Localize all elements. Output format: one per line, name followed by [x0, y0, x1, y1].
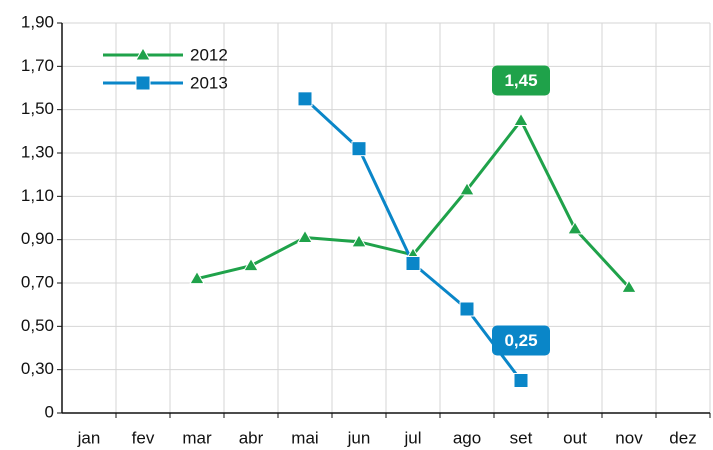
value-label-box [492, 325, 550, 356]
point [513, 112, 529, 126]
point [459, 181, 475, 196]
x-tick-label: abr [239, 428, 264, 447]
y-tick-label: 0,90 [21, 229, 54, 248]
y-tick-label: 1,70 [21, 56, 54, 75]
legend-label: 2013 [190, 73, 228, 92]
value-label-box [492, 65, 550, 96]
point [459, 301, 475, 317]
x-tick-label: mai [291, 428, 318, 447]
y-tick-label: 0 [45, 402, 54, 421]
y-tick-label: 1,90 [21, 12, 54, 31]
point [297, 229, 313, 243]
point [513, 373, 529, 388]
x-tick-label: dez [669, 428, 696, 447]
point [189, 270, 205, 285]
y-tick-label: 0,30 [21, 359, 54, 378]
point [405, 256, 421, 271]
point [351, 233, 367, 248]
y-tick-label: 0,50 [21, 316, 54, 335]
x-tick-label: jul [403, 428, 421, 447]
point [351, 141, 367, 157]
legend-label: 2012 [190, 45, 228, 64]
value-label: 1,45 [504, 71, 537, 90]
legend-marker [135, 75, 151, 91]
x-tick-label: set [510, 428, 533, 447]
x-tick-label: jun [347, 428, 371, 447]
point [243, 257, 259, 272]
y-tick-label: 1,10 [21, 186, 54, 205]
y-tick-label: 0,70 [21, 272, 54, 291]
y-tick-label: 1,30 [21, 142, 54, 161]
legend-marker [135, 47, 151, 61]
y-tick-label: 1,50 [21, 99, 54, 118]
point [567, 220, 583, 235]
x-tick-label: jan [77, 428, 101, 447]
value-label: 0,25 [504, 331, 537, 350]
point [297, 91, 313, 107]
x-tick-label: ago [453, 428, 481, 447]
x-tick-label: mar [182, 428, 212, 447]
point [621, 279, 637, 293]
x-tick-label: out [563, 428, 587, 447]
x-tick-label: fev [132, 428, 155, 447]
x-tick-label: nov [615, 428, 643, 447]
